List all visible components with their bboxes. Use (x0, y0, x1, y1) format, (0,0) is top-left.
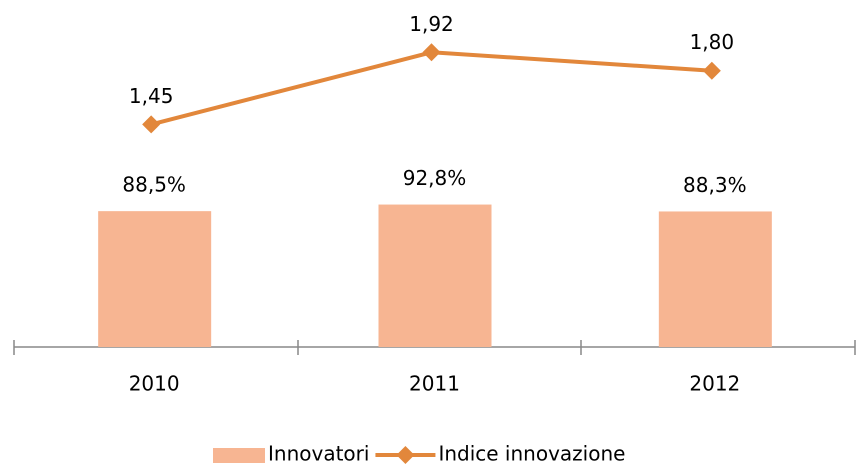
legend-swatch (396, 446, 415, 464)
x-tick-label: 2011 (409, 372, 460, 396)
line-marker (142, 115, 161, 134)
bar (98, 211, 212, 347)
legend-swatch (213, 448, 265, 463)
bar (378, 204, 492, 347)
legend-label: Innovatori (268, 442, 369, 466)
x-tick-label: 2012 (689, 372, 740, 396)
x-tick-label: 2010 (129, 372, 180, 396)
data-label: 1,92 (409, 12, 454, 36)
line-marker (702, 61, 721, 80)
data-label: 88,5% (122, 173, 186, 197)
line-marker (422, 43, 441, 62)
data-label: 1,80 (690, 30, 735, 54)
line (150, 50, 712, 127)
data-label: 1,45 (129, 84, 174, 108)
bar (658, 211, 772, 347)
data-label: 92,8% (403, 166, 467, 190)
data-label: 88,3% (683, 173, 747, 197)
legend-label: Indice innovazione (438, 442, 625, 466)
